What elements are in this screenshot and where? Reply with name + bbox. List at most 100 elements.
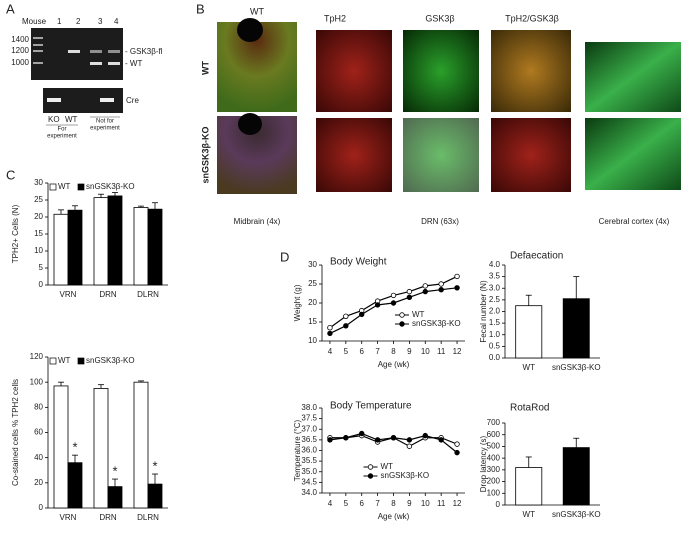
x-tick-label: 6 xyxy=(359,499,364,508)
bar xyxy=(133,381,149,509)
point xyxy=(422,288,428,295)
bar xyxy=(93,388,109,509)
significance-mark: * xyxy=(72,440,77,455)
x-tick-label: VRN xyxy=(60,513,77,522)
y-tick-label: 400 xyxy=(487,453,501,462)
point xyxy=(343,323,349,329)
legend-label: snGSK3β-KO xyxy=(86,182,135,191)
y-tick-label: 34.0 xyxy=(301,488,317,497)
y-tick-label: 3.5 xyxy=(489,272,501,281)
size-marker: 1000 xyxy=(11,58,29,67)
y-tick-label: 5 xyxy=(39,263,44,272)
point xyxy=(343,313,349,319)
caption: Cerebral cortex (4x) xyxy=(599,217,670,226)
x-tick-label: 10 xyxy=(421,499,430,508)
y-tick-label: 0 xyxy=(39,503,44,512)
point xyxy=(390,300,397,306)
x-tick-label: 7 xyxy=(375,499,380,508)
bar xyxy=(147,208,163,286)
x-tick-label: 9 xyxy=(407,499,412,508)
lane-label: 1 xyxy=(57,17,62,26)
legend-marker xyxy=(399,321,405,327)
x-axis-label: Age (wk) xyxy=(378,360,410,369)
y-tick-label: 100 xyxy=(487,488,501,497)
point xyxy=(454,449,460,456)
y-axis-label: Drop latency (s) xyxy=(479,435,488,492)
point xyxy=(422,432,428,439)
y-tick-label: 4.0 xyxy=(489,260,501,269)
y-tick-label: 37.5 xyxy=(301,414,317,423)
x-tick-label: DLRN xyxy=(137,290,159,299)
row-label: WT xyxy=(200,61,210,75)
legend-label: WT xyxy=(412,310,425,319)
point xyxy=(390,435,397,441)
panel-label: C xyxy=(6,167,15,182)
bar xyxy=(133,207,149,286)
cre-label: Cre xyxy=(126,96,139,105)
note: Not for xyxy=(96,119,114,125)
chart-title: Defaecation xyxy=(510,251,563,262)
x-tick-label: WT xyxy=(523,363,536,372)
legend-label: WT xyxy=(58,182,71,191)
legend-label: snGSK3β-KO xyxy=(412,319,461,328)
point xyxy=(327,330,333,337)
x-tick-label: 9 xyxy=(407,347,412,356)
point xyxy=(454,441,460,447)
y-tick-label: 36.0 xyxy=(301,446,317,455)
y-tick-label: 0 xyxy=(496,500,501,509)
gel xyxy=(31,28,123,80)
y-tick-label: 10 xyxy=(308,336,317,345)
x-tick-label: WT xyxy=(523,510,536,519)
x-tick-label: snGSK3β-KO xyxy=(552,363,601,372)
legend-marker xyxy=(367,473,374,479)
y-tick-label: 30 xyxy=(308,260,317,269)
size-marker: 1200 xyxy=(11,46,29,55)
x-tick-label: 8 xyxy=(391,347,396,356)
x-tick-label: 6 xyxy=(359,347,364,356)
bar xyxy=(515,305,543,359)
point xyxy=(454,273,460,280)
y-tick-label: 0.0 xyxy=(489,353,501,362)
point xyxy=(406,443,413,449)
y-tick-label: 36.5 xyxy=(301,435,317,444)
legend-marker xyxy=(367,464,374,470)
x-tick-label: 4 xyxy=(328,347,333,356)
legend-swatch xyxy=(49,183,57,191)
y-tick-label: 0.5 xyxy=(489,341,501,350)
y-tick-label: 700 xyxy=(487,418,501,427)
legend-label: snGSK3β-KO xyxy=(381,471,430,480)
gel-band xyxy=(100,98,114,102)
point xyxy=(422,283,428,289)
y-tick-label: 300 xyxy=(487,465,501,474)
y-tick-label: 500 xyxy=(487,442,501,451)
band-label: - WT xyxy=(125,59,142,68)
y-axis-label: Fecal number (N) xyxy=(479,280,488,343)
legend-swatch xyxy=(77,357,85,365)
chart-title: Body Weight xyxy=(330,257,387,268)
significance-mark: * xyxy=(152,458,157,473)
point xyxy=(438,281,444,287)
y-tick-label: 1.5 xyxy=(489,318,501,327)
point xyxy=(438,287,444,293)
bar xyxy=(67,462,83,509)
y-tick-label: 0 xyxy=(39,280,44,289)
y-tick-label: 120 xyxy=(30,352,44,361)
y-tick-label: 25 xyxy=(308,279,317,288)
y-axis-label: Temperature (°C) xyxy=(293,419,302,481)
bar xyxy=(562,298,590,359)
point xyxy=(343,435,349,441)
y-tick-label: 1.0 xyxy=(489,330,501,339)
x-tick-label: DLRN xyxy=(137,513,159,522)
x-tick-label: 5 xyxy=(344,347,349,356)
y-tick-label: 3.0 xyxy=(489,283,501,292)
panel-label: B xyxy=(196,1,205,16)
caption: DRN (63x) xyxy=(421,217,459,226)
y-tick-label: 37.0 xyxy=(301,424,317,433)
y-tick-label: 200 xyxy=(487,477,501,486)
legend-swatch xyxy=(77,183,85,191)
y-tick-label: 40 xyxy=(34,453,43,462)
note: For xyxy=(58,127,67,133)
x-axis-label: Age (wk) xyxy=(378,512,410,521)
x-tick-label: 8 xyxy=(391,499,396,508)
